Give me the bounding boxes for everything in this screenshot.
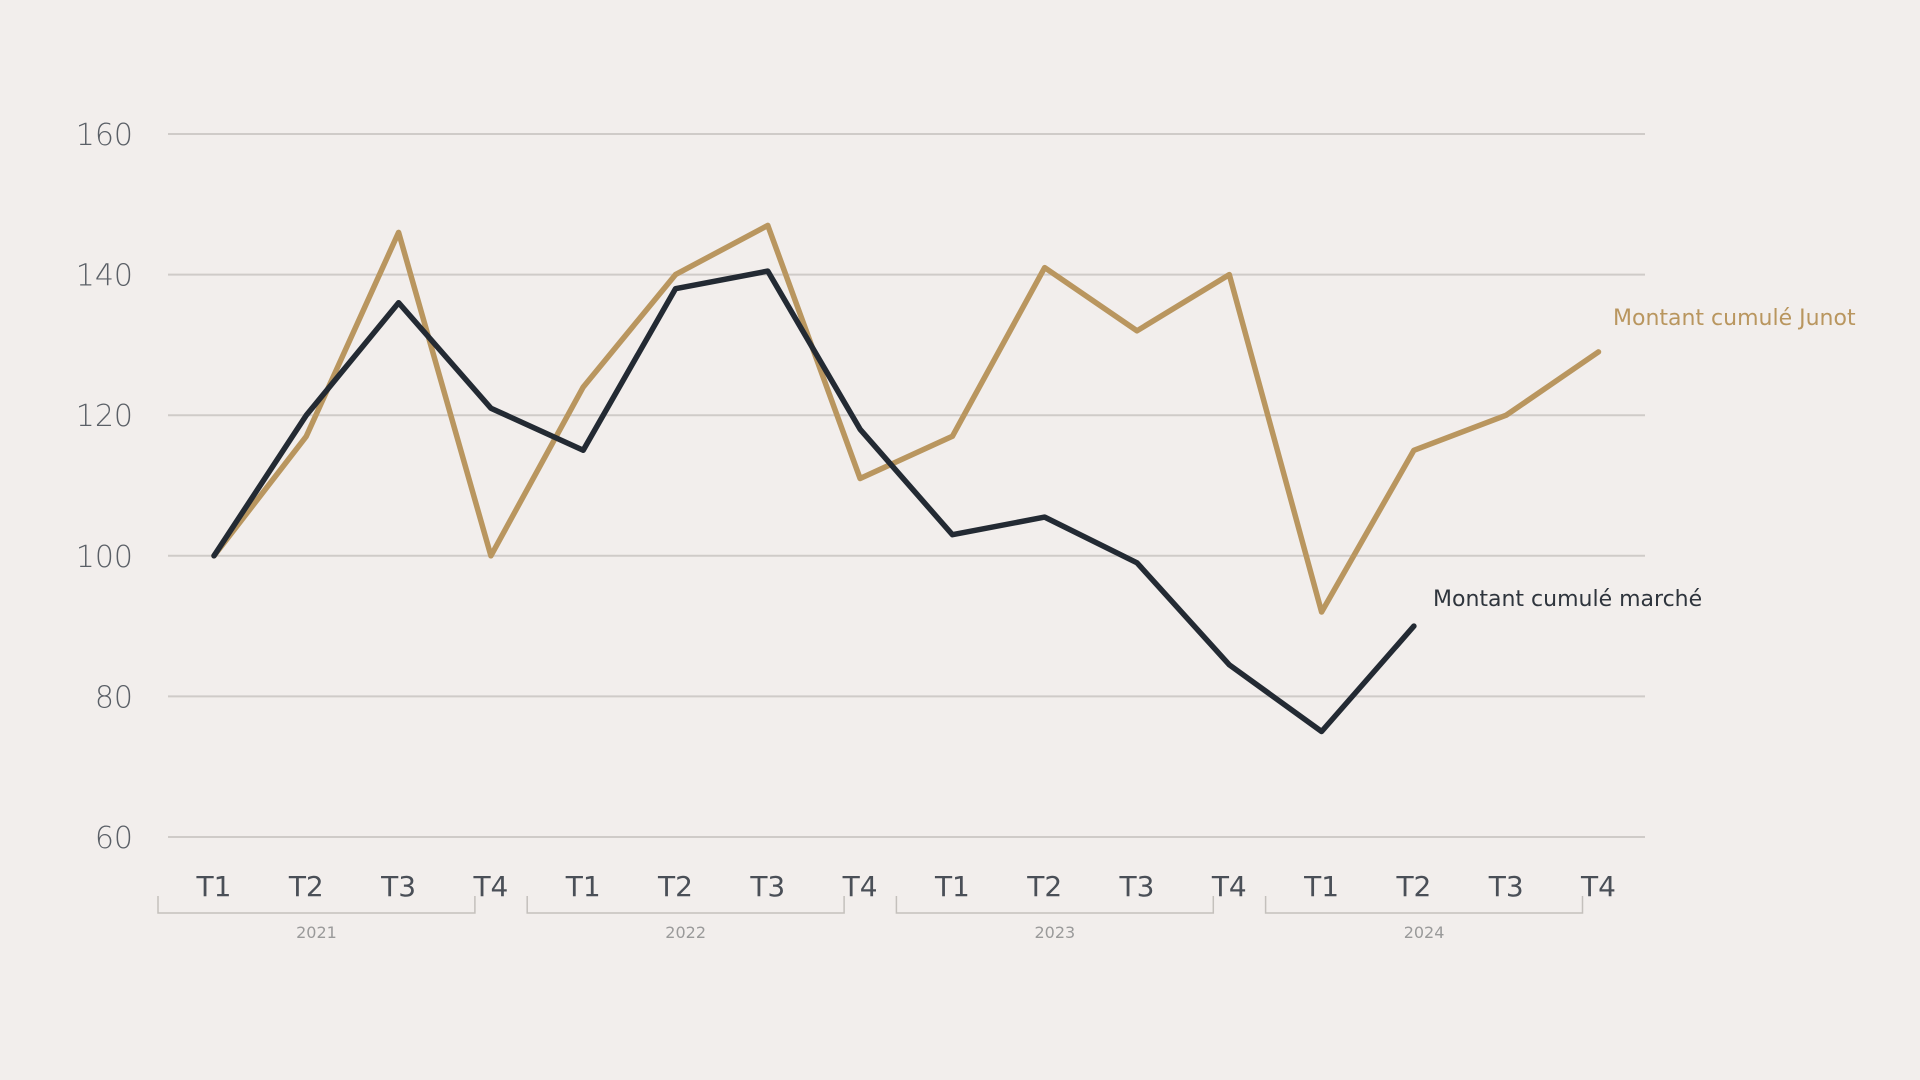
year-groups: 2021 2022 2023 2024 — [157, 896, 1584, 942]
year-label: 2022 — [665, 923, 706, 942]
x-tick-label: T1 — [1303, 870, 1339, 903]
x-tick-label: T2 — [1395, 870, 1431, 903]
y-tick-label: 100 — [76, 540, 133, 575]
series-line-junot — [211, 222, 1602, 615]
gridlines — [168, 133, 1645, 838]
x-tick-label: T1 — [934, 870, 970, 903]
year-bracket — [157, 896, 476, 914]
series-label-junot: Montant cumulé Junot — [1613, 306, 1856, 331]
x-axis: T1 T2 T3 T4 T1 T2 T3 T4 T1 T2 T3 T4 T1 T2 T3 T4 — [196, 870, 1616, 903]
series-lines — [211, 222, 1602, 735]
y-axis: 60 80 100 120 140 160 — [76, 118, 133, 856]
x-tick-label: T4 — [842, 870, 878, 903]
series-labels: Montant cumulé Junot Montant cumulé march… — [1433, 306, 1856, 612]
year-bracket — [1264, 896, 1584, 914]
x-tick-label: T2 — [657, 870, 693, 903]
series-line-marche — [211, 268, 1417, 735]
x-tick-label: T3 — [749, 870, 785, 903]
x-tick-label: T4 — [1580, 870, 1616, 903]
x-tick-label: T4 — [1211, 870, 1247, 903]
year-bracket — [895, 896, 1215, 914]
x-tick-label: T1 — [565, 870, 601, 903]
x-tick-label: T4 — [472, 870, 508, 903]
year-label: 2021 — [296, 923, 337, 942]
year-bracket — [526, 896, 845, 914]
x-tick-label: T1 — [196, 870, 232, 903]
y-tick-label: 80 — [95, 680, 133, 715]
x-tick-label: T2 — [1026, 870, 1062, 903]
x-tick-label: T3 — [1119, 870, 1155, 903]
x-tick-label: T3 — [1488, 870, 1524, 903]
year-label: 2024 — [1404, 923, 1445, 942]
year-label: 2023 — [1034, 923, 1075, 942]
x-tick-label: T2 — [288, 870, 324, 903]
y-tick-label: 140 — [76, 259, 133, 294]
y-tick-label: 60 — [95, 821, 133, 856]
y-tick-label: 120 — [76, 399, 133, 434]
x-tick-label: T3 — [380, 870, 416, 903]
y-tick-label: 160 — [76, 118, 133, 153]
series-label-marche: Montant cumulé marché — [1433, 587, 1702, 612]
